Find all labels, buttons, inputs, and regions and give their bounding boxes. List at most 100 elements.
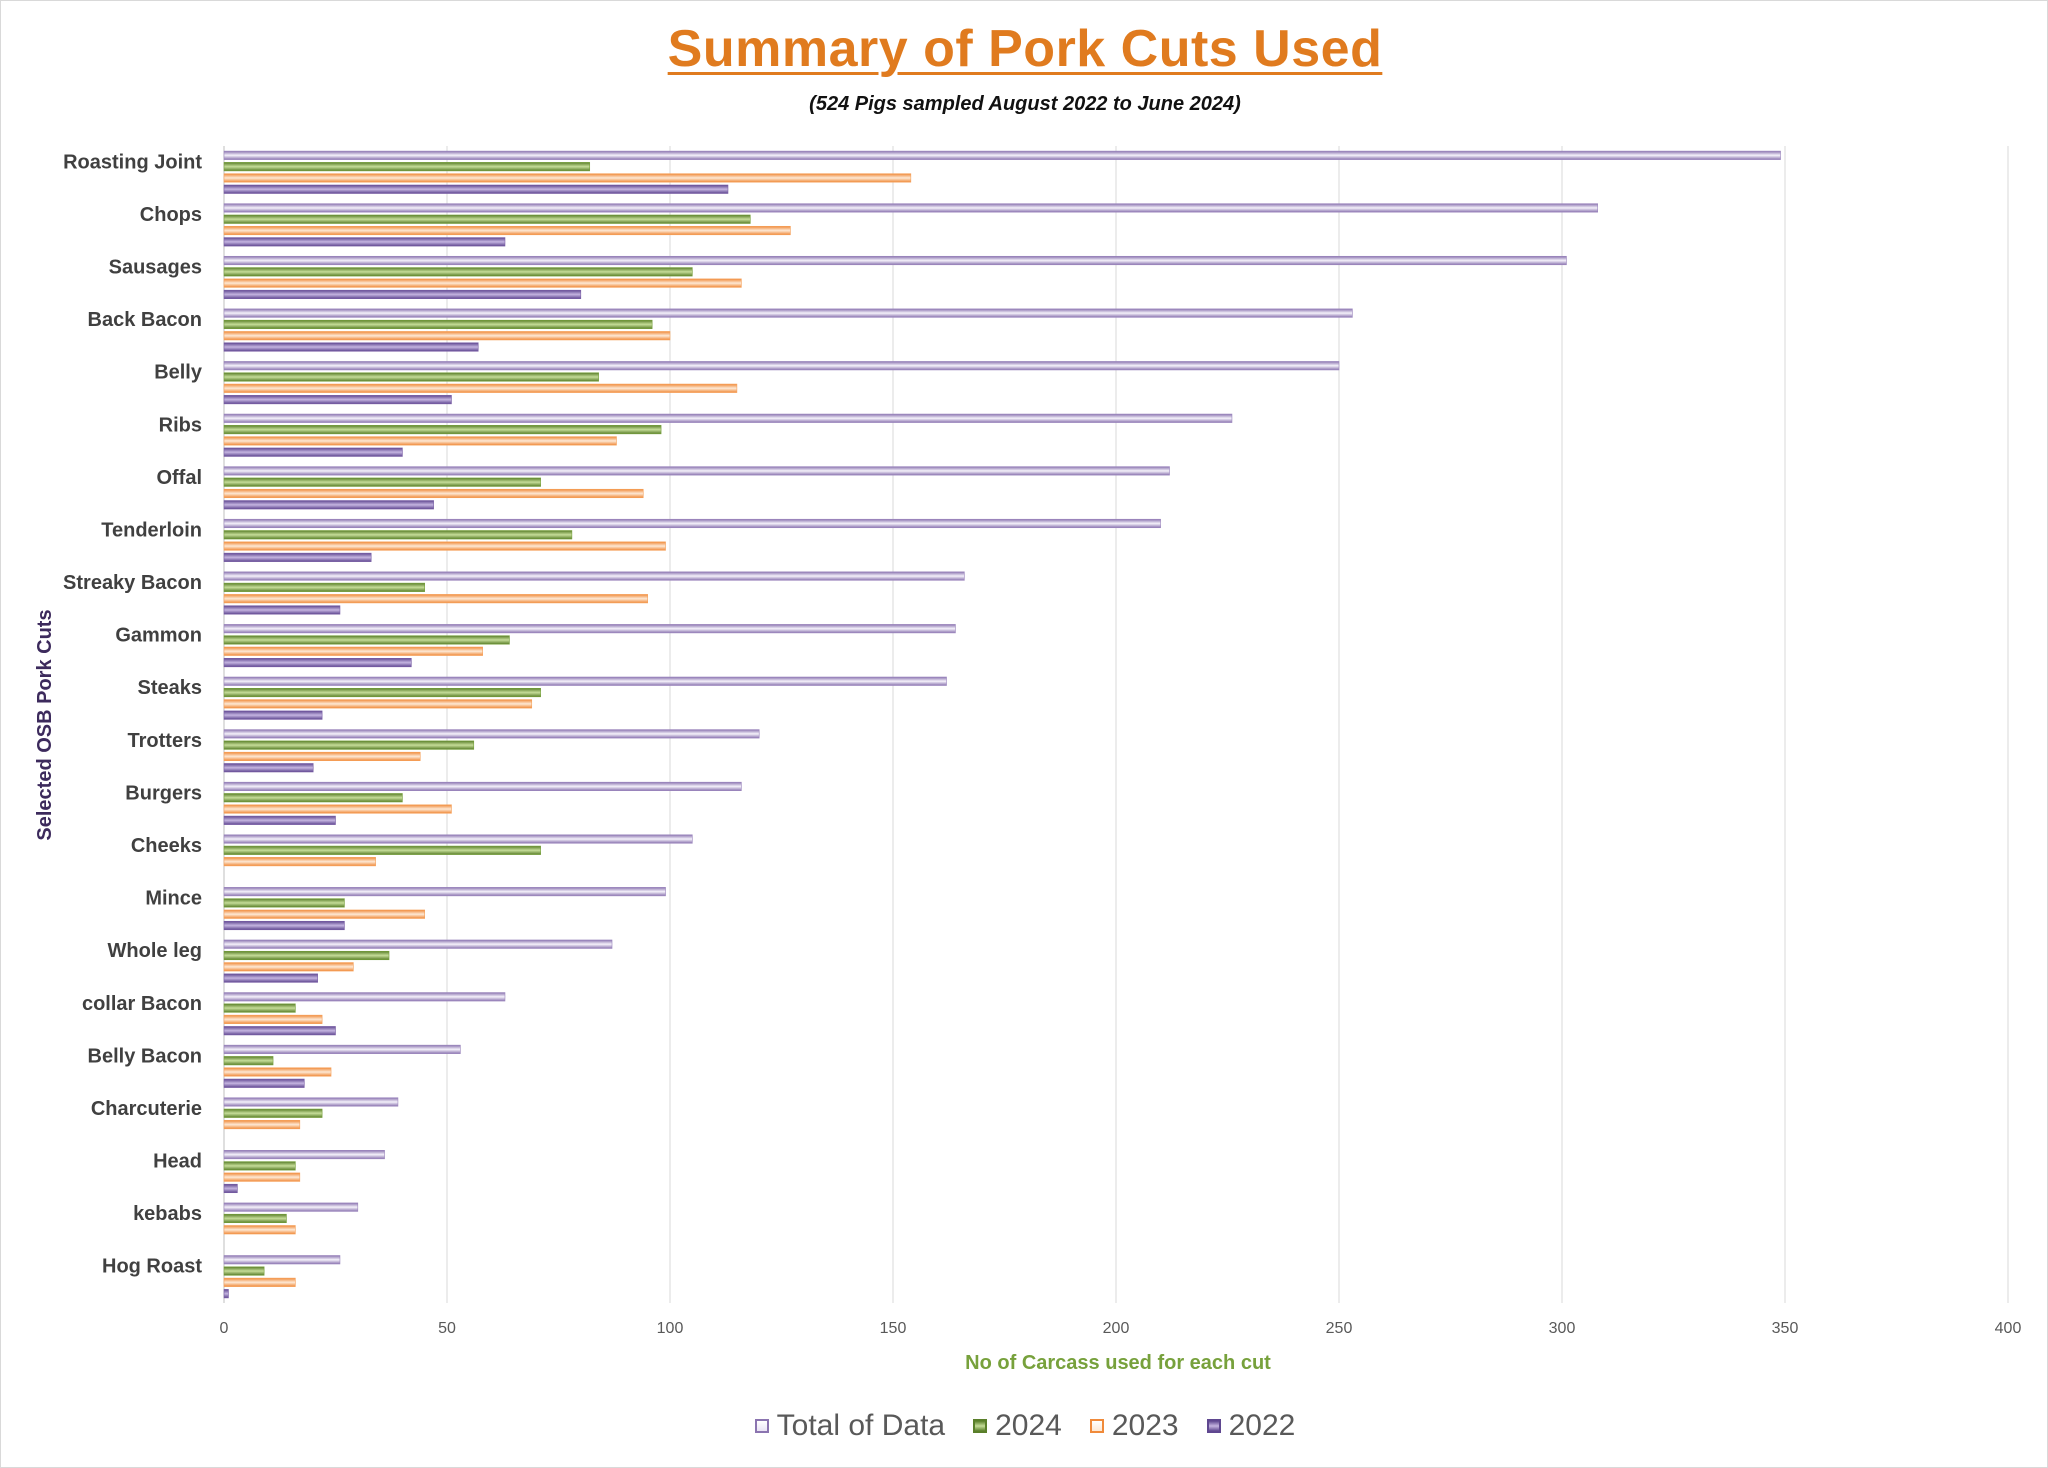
bar-steaks-2024 xyxy=(223,688,541,698)
category-label-back-bacon: Back Bacon xyxy=(88,309,203,331)
bar-streaky-bacon-2023 xyxy=(223,594,649,604)
bar-head-2024 xyxy=(223,1161,296,1171)
bar-tenderloin-2022 xyxy=(223,552,372,562)
y-axis-title: Selected OSB Pork Cuts xyxy=(34,609,56,840)
x-tick-label-100: 100 xyxy=(657,1320,684,1337)
bar-sausages-total-of-data xyxy=(223,255,1567,266)
bar-mince-2022 xyxy=(223,920,345,931)
bar-steaks-total-of-data xyxy=(223,676,947,686)
bar-streaky-bacon-2024 xyxy=(223,582,425,592)
legend-swatch-2024 xyxy=(973,1418,988,1433)
bar-sausages-2024 xyxy=(223,267,693,277)
x-tick-label-50: 50 xyxy=(438,1320,456,1337)
gridlines xyxy=(223,146,2009,1303)
bar-whole-leg-2023 xyxy=(223,962,354,972)
category-label-belly: Belly xyxy=(154,362,203,384)
bar-back-bacon-total-of-data xyxy=(223,308,1353,318)
bar-collar-bacon-total-of-data xyxy=(223,992,506,1002)
bar-kebabs-2023 xyxy=(223,1225,296,1235)
bar-chops-2023 xyxy=(223,225,791,236)
bar-tenderloin-total-of-data xyxy=(223,518,1161,529)
bar-gammon-2022 xyxy=(223,658,412,668)
bar-belly-bacon-2024 xyxy=(223,1056,274,1066)
bar-cheeks-2023 xyxy=(223,857,376,867)
category-label-steaks: Steaks xyxy=(138,677,203,699)
category-labels: Roasting Joint Chops Sausages Back Bacon Bel… xyxy=(63,151,203,1277)
chart-legend: Total of Data 2024 2023 2022 xyxy=(1,1407,2048,1443)
x-tick-label-400: 400 xyxy=(1995,1320,2022,1337)
legend-swatch-total-of-data xyxy=(754,1418,769,1433)
bar-whole-leg-total-of-data xyxy=(223,939,613,949)
legend-swatch-2023 xyxy=(1089,1418,1104,1433)
bar-hog-roast-2023 xyxy=(223,1277,296,1287)
bar-collar-bacon-2023 xyxy=(223,1014,323,1024)
bar-series xyxy=(223,150,1781,1299)
bar-belly-2024 xyxy=(223,372,599,382)
bar-belly-2022 xyxy=(223,395,452,405)
bar-cheeks-2024 xyxy=(223,845,541,855)
bar-head-2023 xyxy=(223,1172,301,1182)
bar-gammon-total-of-data xyxy=(223,624,956,634)
legend-label-total-of-data: Total of Data xyxy=(776,1408,946,1442)
bar-back-bacon-2024 xyxy=(223,319,653,329)
bar-hog-roast-total-of-data xyxy=(223,1255,341,1265)
x-tick-label-300: 300 xyxy=(1549,1320,1576,1337)
x-tick-label-250: 250 xyxy=(1326,1320,1353,1337)
category-label-roasting-joint: Roasting Joint xyxy=(63,151,202,173)
bar-tenderloin-2023 xyxy=(223,541,666,551)
legend-label-2022: 2022 xyxy=(1228,1408,1296,1442)
category-label-gammon: Gammon xyxy=(115,625,202,647)
bar-offal-2023 xyxy=(223,488,644,499)
category-label-trotters: Trotters xyxy=(128,730,202,752)
bar-roasting-joint-2022 xyxy=(223,184,729,194)
legend-swatch-2022 xyxy=(1206,1418,1221,1433)
category-label-sausages: Sausages xyxy=(109,256,202,278)
category-label-tenderloin: Tenderloin xyxy=(101,519,202,541)
bar-trotters-2022 xyxy=(223,763,314,773)
bar-hog-roast-2024 xyxy=(223,1266,265,1276)
bar-head-total-of-data xyxy=(223,1150,385,1160)
bar-hog-roast-2022 xyxy=(223,1289,229,1299)
bar-offal-2022 xyxy=(223,500,434,510)
bar-trotters-2024 xyxy=(223,740,475,750)
x-tick-label-0: 0 xyxy=(220,1320,229,1337)
bar-kebabs-2024 xyxy=(223,1213,287,1224)
category-label-kebabs: kebabs xyxy=(133,1203,202,1225)
bar-chart-plot: Roasting Joint Chops Sausages Back Bacon Bel… xyxy=(34,146,2022,1374)
x-tick-label-150: 150 xyxy=(880,1320,907,1337)
chart-subtitle: (524 Pigs sampled August 2022 to June 20… xyxy=(809,93,1241,115)
category-label-whole-leg: Whole leg xyxy=(108,940,202,962)
bar-charcuterie-2023 xyxy=(223,1120,301,1130)
bar-mince-2023 xyxy=(223,909,425,919)
legend-label-2024: 2024 xyxy=(995,1408,1062,1442)
bar-collar-bacon-2022 xyxy=(223,1026,336,1036)
bar-chops-total-of-data xyxy=(223,203,1598,213)
legend-item-2022: 2022 xyxy=(1206,1408,1296,1443)
x-tick-labels: 0 50 100 150 200 250 300 350 400 xyxy=(220,1320,2022,1337)
category-label-streaky-bacon: Streaky Bacon xyxy=(63,572,202,594)
bar-whole-leg-2024 xyxy=(223,950,390,961)
bar-roasting-joint-total-of-data xyxy=(223,150,1781,160)
bar-whole-leg-2022 xyxy=(223,973,318,983)
bar-sausages-2022 xyxy=(223,289,582,299)
x-tick-label-200: 200 xyxy=(1103,1320,1130,1337)
bar-steaks-2022 xyxy=(223,710,323,720)
legend-item-total-of-data: Total of Data xyxy=(754,1408,946,1443)
legend-item-2024: 2024 xyxy=(973,1408,1062,1443)
bar-ribs-2024 xyxy=(223,425,662,435)
bar-belly-2023 xyxy=(223,383,738,393)
chart-title: Summary of Pork Cuts Used xyxy=(667,20,1383,78)
bar-belly-total-of-data xyxy=(223,361,1340,371)
legend-label-2023: 2023 xyxy=(1111,1408,1179,1442)
bar-burgers-2024 xyxy=(223,793,403,803)
category-label-chops: Chops xyxy=(140,204,202,226)
bar-ribs-2022 xyxy=(223,447,403,457)
bar-gammon-2023 xyxy=(223,646,483,656)
category-label-collar-bacon: collar Bacon xyxy=(82,993,202,1015)
bar-tenderloin-2024 xyxy=(223,530,573,540)
bar-trotters-total-of-data xyxy=(223,729,760,739)
bar-mince-total-of-data xyxy=(223,887,666,897)
bar-trotters-2023 xyxy=(223,751,421,761)
bar-chops-2024 xyxy=(223,214,751,224)
bar-head-2022 xyxy=(223,1183,238,1194)
